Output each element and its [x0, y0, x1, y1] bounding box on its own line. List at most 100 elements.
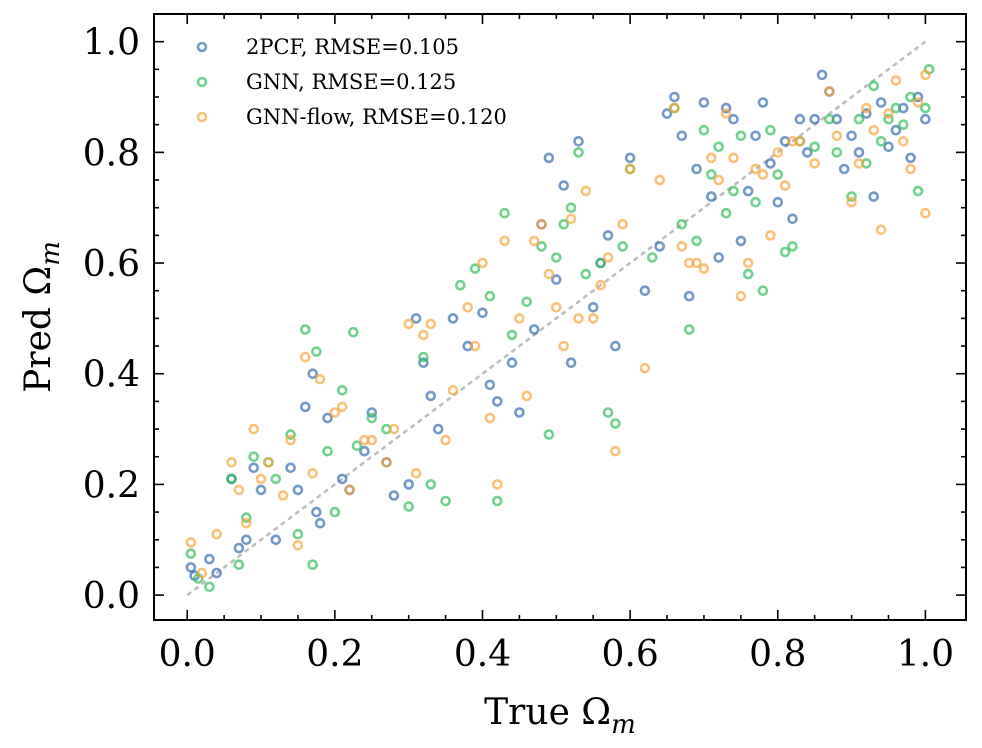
data-point	[233, 559, 245, 571]
data-point	[801, 147, 813, 158]
data-point	[263, 456, 274, 468]
data-point	[728, 185, 739, 197]
data-point	[646, 252, 658, 263]
data-point	[314, 373, 326, 385]
data-point	[462, 301, 474, 313]
data-point	[285, 434, 296, 446]
data-point	[573, 136, 584, 147]
data-point	[528, 324, 540, 335]
data-point	[853, 147, 865, 158]
data-point	[469, 263, 481, 274]
data-point	[329, 506, 341, 518]
data-point	[277, 490, 289, 501]
data-point	[883, 108, 894, 119]
x-tick-label: 0.8	[749, 634, 806, 675]
data-point	[728, 113, 739, 125]
y-tick-label: 0.4	[83, 355, 140, 396]
data-point	[248, 451, 259, 463]
data-point	[765, 124, 776, 136]
data-point	[920, 113, 931, 125]
data-point	[765, 230, 776, 241]
data-point	[750, 196, 761, 208]
data-point	[595, 257, 606, 269]
data-point	[580, 185, 592, 197]
data-point	[299, 351, 311, 363]
data-point	[307, 559, 319, 571]
data-point	[705, 169, 717, 180]
legend-marker	[196, 111, 208, 123]
data-point	[550, 274, 562, 285]
data-point	[454, 279, 466, 291]
data-point	[683, 324, 695, 335]
data-point	[853, 158, 865, 169]
data-point	[248, 423, 259, 435]
data-point	[418, 351, 429, 363]
data-point	[255, 473, 267, 485]
data-point	[742, 268, 754, 280]
data-point	[860, 102, 872, 114]
data-point	[226, 473, 237, 485]
data-point	[868, 124, 880, 136]
data-point	[624, 152, 636, 164]
data-point	[713, 174, 725, 186]
data-point	[425, 390, 437, 402]
data-point	[499, 207, 510, 219]
data-point	[565, 357, 577, 369]
data-point	[853, 113, 865, 125]
data-point	[705, 152, 717, 164]
data-point	[772, 196, 784, 208]
data-point	[204, 553, 215, 565]
data-point	[366, 412, 378, 424]
data-point	[418, 329, 429, 341]
data-point	[779, 180, 791, 191]
data-point	[698, 124, 710, 136]
data-point	[661, 108, 673, 119]
data-point	[824, 86, 835, 97]
data-point	[587, 313, 599, 324]
data-point	[484, 412, 496, 424]
data-point	[351, 440, 363, 452]
data-point	[750, 130, 761, 142]
data-point	[514, 407, 525, 418]
data-point	[831, 147, 843, 158]
data-point	[558, 180, 570, 191]
data-point	[366, 434, 378, 446]
plot-frame	[153, 13, 967, 621]
data-point	[691, 257, 702, 269]
data-point	[440, 434, 451, 446]
data-point	[285, 462, 296, 474]
data-point	[720, 102, 732, 114]
data-point	[322, 445, 333, 457]
data-point	[742, 185, 754, 197]
data-point	[912, 97, 924, 108]
data-point	[292, 528, 304, 540]
data-point	[270, 473, 282, 485]
legend-label: 2PCF, RMSE=0.105	[246, 35, 459, 59]
data-point	[469, 340, 481, 352]
data-point	[491, 495, 503, 507]
data-point	[418, 357, 429, 369]
data-point	[550, 301, 562, 313]
data-point	[654, 241, 666, 252]
data-point	[292, 539, 304, 551]
data-point	[602, 252, 614, 263]
legend-label: GNN-flow, RMSE=0.120	[246, 105, 507, 129]
data-point	[432, 423, 444, 435]
data-point	[491, 479, 503, 490]
data-point	[447, 313, 459, 324]
data-point	[735, 235, 747, 247]
data-point	[233, 484, 245, 496]
data-point	[248, 462, 259, 474]
data-point	[846, 196, 857, 208]
data-point	[890, 124, 902, 136]
data-point	[868, 191, 880, 202]
y-tick-label: 0.0	[83, 576, 140, 617]
data-point	[543, 429, 555, 440]
data-point	[255, 484, 267, 496]
data-point	[270, 534, 282, 546]
data-point	[211, 528, 222, 540]
legend: 2PCF, RMSE=0.105 GNN, RMSE=0.125 GNN-flow,…	[196, 35, 507, 129]
data-point	[241, 512, 252, 523]
data-point	[550, 252, 562, 263]
data-point	[772, 147, 784, 158]
